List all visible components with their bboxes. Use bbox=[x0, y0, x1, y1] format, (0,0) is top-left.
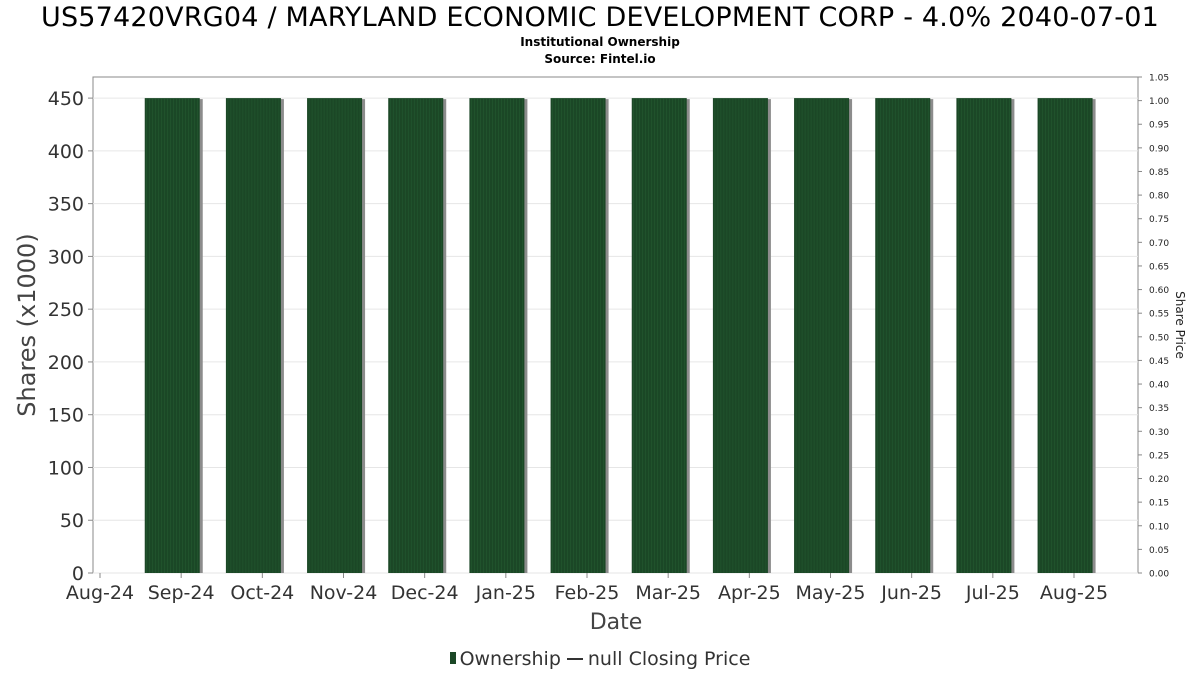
legend-price-swatch bbox=[566, 658, 583, 660]
y-tick-label: 100 bbox=[48, 457, 84, 479]
y2-tick-label: 0.20 bbox=[1149, 475, 1169, 485]
y-tick-label: 0 bbox=[72, 563, 84, 585]
ownership-bar bbox=[469, 98, 525, 573]
y-axis-left: 0 50 100 150 200 250 300 350 400 450 bbox=[48, 88, 93, 585]
y2-tick-label: 0.30 bbox=[1149, 428, 1169, 438]
x-tick-label: Sep-24 bbox=[148, 582, 215, 604]
y2-tick-label: 0.40 bbox=[1149, 381, 1169, 391]
y-tick-label: 300 bbox=[48, 246, 84, 268]
chart-subtitle: Institutional Ownership bbox=[520, 35, 680, 49]
ownership-bar bbox=[388, 98, 444, 573]
y2-tick-label: 0.10 bbox=[1149, 522, 1169, 532]
chart-title: US57420VRG04 / MARYLAND ECONOMIC DEVELOP… bbox=[40, 2, 1160, 33]
ownership-bar bbox=[875, 98, 931, 573]
y-axis-right: 0.00 0.05 0.10 0.15 0.20 0.25 0.30 0.35 0.40 0.45… bbox=[1138, 74, 1169, 580]
y2-tick-label: 0.55 bbox=[1149, 310, 1169, 320]
ownership-bar bbox=[712, 98, 768, 573]
x-tick-label: Oct-24 bbox=[230, 582, 294, 604]
y2-tick-label: 0.50 bbox=[1149, 333, 1169, 343]
x-tick-label: May-25 bbox=[796, 582, 866, 604]
y2-tick-label: 0.05 bbox=[1149, 546, 1169, 556]
x-tick-label: Mar-25 bbox=[635, 582, 701, 604]
y2-tick-label: 0.75 bbox=[1149, 215, 1169, 225]
legend-price-label: null Closing Price bbox=[587, 648, 751, 670]
x-tick-label: Dec-24 bbox=[391, 582, 459, 604]
x-axis-title: Date bbox=[590, 610, 643, 635]
ownership-bar bbox=[225, 98, 281, 573]
y2-tick-label: 1.05 bbox=[1149, 74, 1169, 84]
y2-tick-label: 0.15 bbox=[1149, 499, 1169, 509]
y2-tick-label: 0.45 bbox=[1149, 357, 1169, 367]
ownership-bar bbox=[631, 98, 687, 573]
ownership-bar bbox=[307, 98, 363, 573]
ownership-bar bbox=[956, 98, 1012, 573]
x-tick-label: Jan-25 bbox=[475, 582, 536, 604]
y-tick-label: 450 bbox=[48, 88, 84, 110]
ownership-bar bbox=[144, 98, 200, 573]
y-axis-title: Shares (x1000) bbox=[13, 233, 41, 416]
y2-tick-label: 0.70 bbox=[1149, 239, 1169, 249]
y2-tick-label: 0.90 bbox=[1149, 144, 1169, 154]
x-tick-label: Nov-24 bbox=[310, 582, 378, 604]
x-tick-label: Apr-25 bbox=[718, 582, 781, 604]
x-tick-label: Jun-25 bbox=[880, 582, 942, 604]
y2-tick-label: 0.80 bbox=[1149, 192, 1169, 202]
chart-source: Source: Fintel.io bbox=[544, 52, 656, 66]
y2-tick-label: 0.00 bbox=[1149, 570, 1169, 580]
y-tick-label: 50 bbox=[60, 510, 84, 532]
ownership-bar bbox=[794, 98, 850, 573]
x-tick-label: Jul-25 bbox=[965, 582, 1020, 604]
ownership-bar bbox=[550, 98, 606, 573]
y-tick-label: 350 bbox=[48, 194, 84, 216]
y2-tick-label: 0.85 bbox=[1149, 168, 1169, 178]
y2-tick-label: 0.35 bbox=[1149, 404, 1169, 414]
legend-ownership-label: Ownership bbox=[459, 648, 561, 670]
legend: Ownership null Closing Price bbox=[0, 648, 1200, 670]
y2-tick-label: 0.95 bbox=[1149, 121, 1169, 131]
legend-ownership-swatch bbox=[449, 652, 456, 664]
ownership-bar bbox=[1037, 98, 1093, 573]
y-tick-label: 400 bbox=[48, 141, 84, 163]
x-tick-label: Aug-25 bbox=[1040, 582, 1108, 604]
y2-tick-label: 0.25 bbox=[1149, 451, 1169, 461]
y2-tick-label: 0.65 bbox=[1149, 262, 1169, 272]
x-tick-label: Aug-24 bbox=[66, 582, 134, 604]
x-tick-label: Feb-25 bbox=[555, 582, 620, 604]
y2-tick-label: 0.60 bbox=[1149, 286, 1169, 296]
y-tick-label: 150 bbox=[48, 405, 84, 427]
y-tick-label: 200 bbox=[48, 352, 84, 374]
y2-tick-label: 1.00 bbox=[1149, 97, 1169, 107]
y2-axis-title: Share Price bbox=[1173, 291, 1187, 359]
x-axis: Aug-24 Sep-24 Oct-24 Nov-24 Dec-24 Jan-25 Feb-… bbox=[66, 573, 1108, 604]
y-tick-label: 250 bbox=[48, 299, 84, 321]
bars bbox=[144, 98, 1096, 573]
